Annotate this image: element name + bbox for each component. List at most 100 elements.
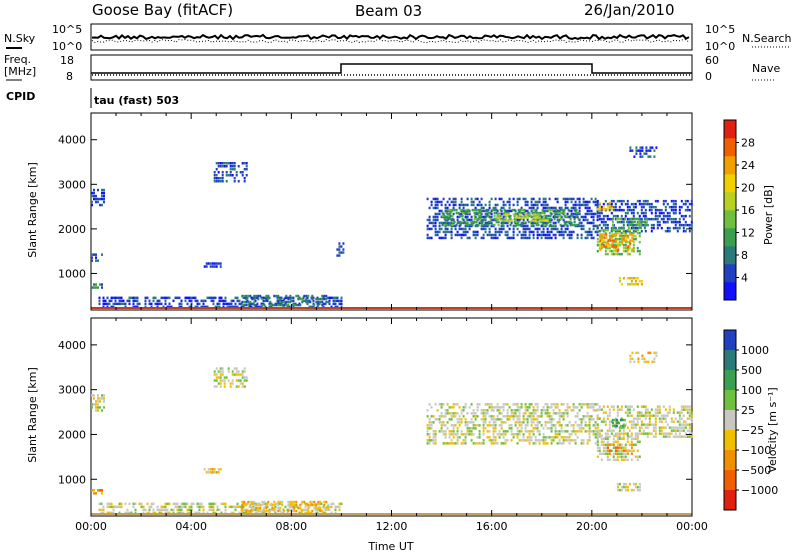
power-panel-cell — [261, 303, 264, 307]
velocity-panel-cell — [208, 508, 211, 512]
velocity-panel-cell — [629, 357, 632, 361]
velocity-panel-cell — [530, 418, 533, 421]
power-panel-cell — [231, 174, 234, 177]
power-panel-cell — [642, 199, 645, 203]
power-panel-cell — [523, 214, 526, 218]
velocity-panel-cell — [227, 379, 230, 382]
power-panel-cell — [654, 217, 657, 221]
velocity-panel-cell — [631, 351, 634, 355]
velocity-panel-cell — [221, 373, 224, 376]
power-panel-cell — [482, 227, 485, 231]
velocity-panel-cell — [184, 505, 187, 509]
power-panel-cell — [215, 180, 218, 183]
power-panel-cell — [645, 149, 648, 152]
velocity-panel-cell — [300, 511, 303, 515]
velocity-panel-cell — [482, 424, 485, 427]
power-panel-cell — [648, 208, 651, 212]
power-panel-cell — [651, 146, 654, 149]
velocity-panel-cell — [552, 436, 555, 439]
velocity-panel-cell — [632, 449, 635, 452]
velocity-panel-cell — [530, 439, 533, 442]
power-panel-cell — [493, 217, 496, 221]
power-panel-cell — [98, 296, 101, 300]
velocity-panel-cell — [640, 423, 643, 426]
power-panel-cell — [243, 300, 246, 304]
velocity-panel-cell — [112, 511, 115, 515]
power-panel-cell — [523, 208, 526, 212]
velocity-panel-cell — [682, 423, 685, 426]
velocity-panel-cell — [486, 424, 489, 427]
power-panel-cell — [194, 296, 197, 300]
velocity-panel-cell — [502, 409, 505, 412]
velocity-panel-cell — [93, 489, 95, 492]
velocity-panel-cell — [664, 417, 667, 420]
velocity-panel-cell — [325, 500, 328, 504]
velocity-panel-cell — [245, 503, 248, 507]
velocity-panel-cell — [508, 406, 511, 409]
power-panel-cell — [428, 227, 431, 231]
velocity-panel-cell — [248, 511, 251, 515]
velocity-panel-cell — [638, 482, 641, 486]
power-panel-cell — [516, 218, 519, 222]
velocity-panel-cell — [219, 367, 222, 370]
power-panel-cell — [688, 223, 691, 227]
power-panel-cell — [636, 277, 639, 280]
velocity-panel-cell — [190, 508, 193, 512]
power-panel-cell — [561, 211, 564, 215]
velocity-panel-cell — [637, 360, 640, 364]
power-panel-cell — [527, 220, 530, 224]
power-panel-cell — [504, 230, 507, 234]
power-panel-cell — [549, 217, 552, 221]
velocity-panel-cell — [474, 442, 477, 445]
velocity-panel-cell — [670, 432, 673, 435]
power-panel-cell — [684, 199, 687, 203]
power-panel-cell — [273, 294, 276, 298]
velocity-panel-cell — [166, 511, 169, 515]
power-panel-cell — [258, 305, 261, 309]
velocity-panel-cell — [212, 511, 215, 515]
power-panel-cell — [642, 223, 645, 227]
velocity-panel-cell — [552, 418, 555, 421]
velocity-panel-cell — [648, 411, 651, 414]
power-panel-cell — [453, 220, 456, 224]
velocity-panel-cell — [690, 432, 693, 435]
power-panel-cell — [678, 208, 681, 212]
velocity-panel-cell — [444, 442, 447, 445]
power-panel-cell — [264, 305, 267, 309]
power-panel-cell — [600, 211, 603, 215]
power-panel-cell — [682, 229, 685, 233]
power-panel-cell — [186, 302, 189, 306]
power-panel-cell — [650, 223, 653, 227]
power-panel-cell — [454, 200, 457, 204]
power-panel-cell — [640, 229, 643, 233]
velocity-panel-cell — [237, 370, 240, 373]
power-panel-cell — [498, 197, 501, 201]
velocity-panel-cell — [546, 427, 549, 430]
velocity-panel-cell — [520, 430, 523, 433]
velocity-panel-cell — [249, 509, 252, 513]
velocity-panel-cell — [484, 415, 487, 418]
velocity-panel-cell — [606, 435, 609, 438]
velocity-panel-cell — [221, 379, 224, 382]
power-panel-cell — [213, 265, 216, 268]
velocity-panel-cell — [158, 511, 161, 515]
power-panel-cell — [620, 208, 623, 212]
velocity-panel-cell — [572, 430, 575, 433]
power-panel-cell — [634, 283, 637, 286]
velocity-panel-cell — [626, 449, 629, 452]
power-panel-cell — [690, 223, 693, 227]
velocity-panel-cell — [279, 509, 282, 513]
power-panel-cell — [116, 296, 119, 300]
velocity-panel-cell — [536, 403, 539, 406]
power-panel-cell — [644, 208, 647, 212]
velocity-panel-cell — [632, 417, 635, 420]
power-panel-cell — [626, 208, 629, 212]
power-panel-cell — [672, 202, 675, 206]
power-panel-cell — [192, 296, 195, 300]
power-panel-cell — [477, 211, 480, 215]
power-panel-cell — [495, 220, 498, 224]
velocity-panel-cell — [664, 435, 667, 438]
velocity-panel-cell — [621, 418, 624, 422]
velocity-panel-cell — [212, 502, 215, 506]
velocity-panel-cell — [460, 421, 463, 424]
